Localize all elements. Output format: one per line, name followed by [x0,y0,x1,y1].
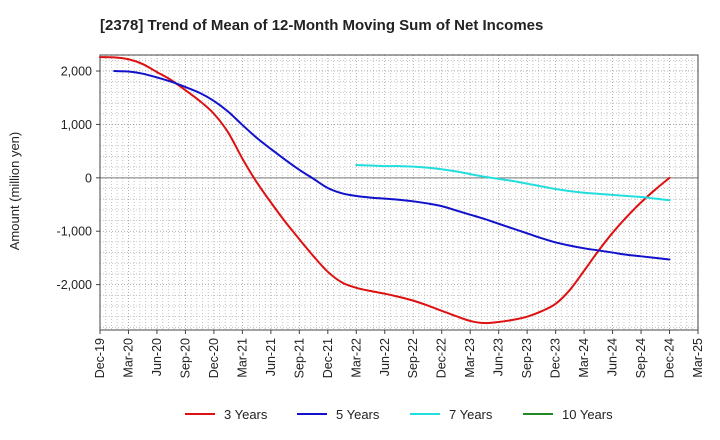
legend-label: 5 Years [336,407,380,422]
x-tick-label: Sep-23 [520,338,534,378]
legend: 3 Years 5 Years 7 Years 10 Years [185,407,613,422]
x-tick-label: Dec-21 [321,338,335,378]
legend-label: 10 Years [562,407,613,422]
x-tick-label: Sep-21 [292,338,306,378]
series-line-3-years [99,56,671,325]
y-tick-label: -1,000 [57,225,92,239]
x-tick-label: Dec-20 [207,338,221,378]
legend-label: 7 Years [449,407,493,422]
x-tick-label: Jun-23 [492,338,506,376]
x-tick-label: Dec-19 [93,338,107,378]
legend-item-3-years[interactable]: 3 Years [185,407,268,422]
series-line-7-years [355,164,671,202]
x-tick-label: Jun-22 [378,338,392,376]
y-tick-label: 0 [85,171,92,185]
y-tick-label: -2,000 [57,278,92,292]
x-tick-label: Mar-20 [121,338,135,378]
x-tick-label: Sep-24 [634,338,648,378]
legend-item-5-years[interactable]: 5 Years [297,407,380,422]
chart-title: [2378] Trend of Mean of 12-Month Moving … [100,17,543,34]
x-tick-label: Mar-23 [463,338,477,378]
x-tick-label: Dec-24 [663,338,677,378]
x-tick-label: Jun-20 [150,338,164,376]
x-tick-label: Mar-24 [577,338,591,378]
x-tick-label: Mar-25 [691,338,705,378]
y-tick-label: 2,000 [61,65,92,79]
series-layer [99,56,671,325]
x-tick-label: Dec-23 [549,338,563,378]
legend-item-7-years[interactable]: 7 Years [410,407,493,422]
plot-background [100,55,698,330]
x-tick-label: Mar-21 [235,338,249,378]
x-tick-label: Mar-22 [349,338,363,378]
x-axis: Dec-19 Mar-20 Jun-20 Sep-20 Dec-20 Mar-21 Jun-… [93,330,705,378]
plot-border [99,54,699,331]
y-tick-label: 1,000 [61,118,92,132]
x-tick-label: Sep-20 [178,338,192,378]
plot-area [99,54,699,331]
legend-label: 3 Years [224,407,268,422]
series-line-5-years [113,70,671,261]
x-tick-label: Jun-21 [264,338,278,376]
y-axis-label: Amount (million yen) [7,132,22,251]
x-tick-label: Dec-22 [435,338,449,378]
legend-item-10-years[interactable]: 10 Years [523,407,613,422]
x-tick-label: Sep-22 [406,338,420,378]
y-axis: 2,000 1,000 0 -1,000 -2,000 [57,65,100,292]
x-tick-label: Jun-24 [606,338,620,376]
